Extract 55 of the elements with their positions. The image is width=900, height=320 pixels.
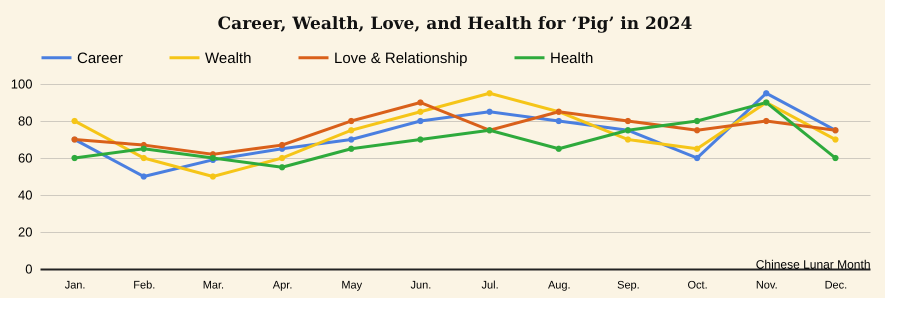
point — [832, 154, 839, 162]
point — [278, 164, 286, 170]
x-tick-label: Mar. — [202, 280, 224, 292]
point — [694, 146, 700, 152]
point — [417, 108, 424, 115]
point — [694, 127, 700, 134]
legend-label: Career — [77, 50, 123, 67]
y-tick-label: 100 — [10, 76, 32, 92]
x-axis-title: Chinese Lunar Month — [756, 258, 870, 272]
point — [417, 136, 424, 143]
x-tick-label: Nov. — [756, 280, 778, 292]
point — [694, 154, 700, 162]
x-tick-label: Dec. — [824, 280, 848, 292]
y-tick-label: 0 — [25, 262, 32, 276]
y-tick-label: 60 — [18, 150, 32, 166]
legend-label: Health — [550, 50, 594, 67]
chart-title: Career, Wealth, Love, and Health for ‘Pig’ in 2024 — [218, 14, 693, 34]
point — [486, 108, 493, 115]
x-tick-label: Feb. — [133, 280, 156, 292]
point — [140, 173, 147, 180]
point — [486, 90, 493, 96]
point — [71, 154, 78, 162]
point — [348, 146, 354, 152]
x-tick-label: Jun. — [410, 280, 432, 292]
point — [278, 154, 286, 162]
y-tick-label: 80 — [18, 114, 32, 128]
point — [624, 118, 632, 124]
legend-label: Love & Relationship — [334, 50, 468, 67]
x-tick-label: Aug. — [548, 280, 571, 292]
x-tick-label: Apr. — [272, 280, 292, 292]
x-tick-label: May — [341, 280, 363, 292]
point — [694, 118, 700, 124]
y-tick-label: 20 — [18, 224, 32, 240]
point — [278, 142, 286, 148]
point — [140, 154, 147, 162]
point — [348, 136, 354, 143]
point — [556, 118, 562, 124]
point — [763, 118, 770, 124]
point — [210, 173, 216, 180]
x-tick-label: Sep. — [617, 280, 640, 292]
point — [417, 118, 424, 124]
point — [763, 90, 770, 96]
point — [71, 118, 78, 124]
x-tick-label: Jan. — [64, 280, 86, 292]
point — [417, 99, 424, 106]
point — [832, 136, 839, 143]
y-tick-label: 40 — [18, 188, 32, 202]
point — [140, 146, 147, 152]
point — [556, 146, 562, 152]
point — [348, 118, 354, 124]
point — [624, 136, 632, 143]
x-tick-label: Jul. — [482, 280, 499, 292]
point — [348, 127, 354, 134]
legend-label: Wealth — [205, 50, 252, 67]
x-tick-label: Oct. — [687, 280, 708, 292]
